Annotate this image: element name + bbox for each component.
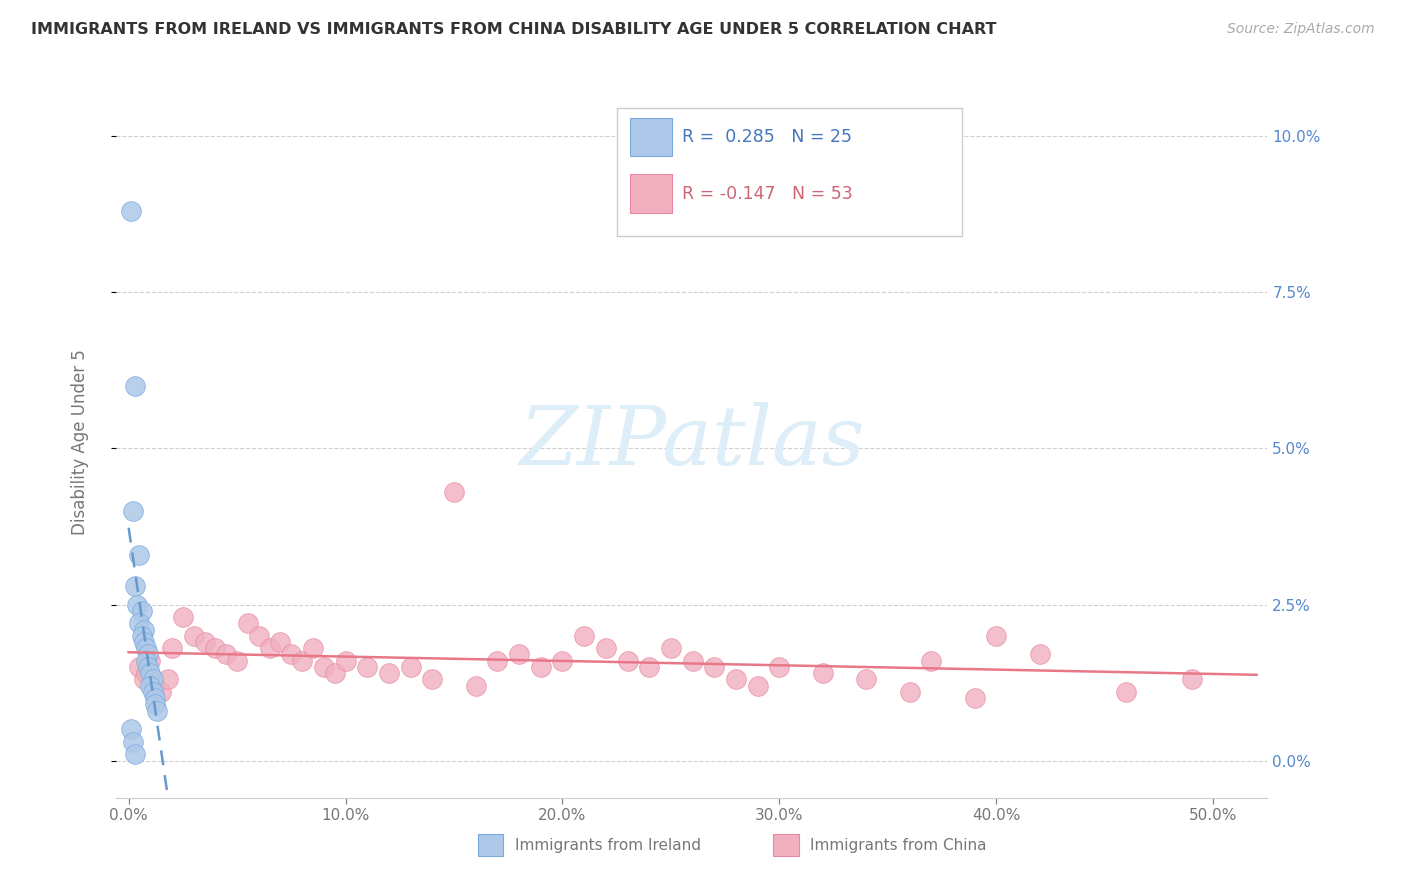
Y-axis label: Disability Age Under 5: Disability Age Under 5: [72, 350, 89, 535]
Point: [399, 660, 422, 674]
Point: [156, 673, 179, 687]
Point: [259, 641, 281, 656]
Point: [572, 629, 595, 643]
Point: [172, 610, 194, 624]
Point: [420, 673, 443, 687]
Point: [143, 698, 166, 712]
Point: [280, 648, 302, 662]
Point: [356, 660, 378, 674]
Point: [141, 673, 163, 687]
Point: [132, 623, 155, 637]
Point: [132, 673, 155, 687]
Point: [855, 673, 877, 687]
Point: [135, 654, 157, 668]
Point: [898, 685, 921, 699]
Point: [638, 660, 661, 674]
Point: [703, 660, 725, 674]
Point: [204, 641, 226, 656]
Point: [120, 723, 142, 737]
Point: [215, 648, 238, 662]
Point: [122, 735, 145, 749]
Point: [530, 660, 553, 674]
Point: [963, 691, 986, 706]
Point: [986, 629, 1008, 643]
Point: [143, 679, 166, 693]
Point: [682, 654, 704, 668]
Point: [486, 654, 509, 668]
Point: [659, 641, 682, 656]
Point: [443, 485, 465, 500]
Point: [139, 654, 162, 668]
Point: [551, 654, 574, 668]
Point: [122, 504, 145, 518]
Point: [160, 641, 183, 656]
Point: [143, 691, 166, 706]
Point: [135, 666, 157, 681]
Point: [124, 747, 146, 762]
Point: [136, 660, 159, 674]
Point: [135, 641, 157, 656]
Point: [595, 641, 617, 656]
Point: [128, 616, 150, 631]
Point: [120, 204, 142, 219]
Text: Source: ZipAtlas.com: Source: ZipAtlas.com: [1227, 22, 1375, 37]
Point: [124, 379, 146, 393]
Point: [920, 654, 942, 668]
Point: [236, 616, 259, 631]
Text: R = -0.147   N = 53: R = -0.147 N = 53: [682, 185, 853, 202]
Point: [247, 629, 270, 643]
Point: [378, 666, 401, 681]
Point: [136, 648, 159, 662]
Point: [127, 598, 149, 612]
Text: Immigrants from China: Immigrants from China: [810, 838, 987, 853]
Point: [132, 635, 155, 649]
Point: [128, 548, 150, 562]
Point: [226, 654, 249, 668]
Point: [124, 579, 146, 593]
Text: ZIPatlas: ZIPatlas: [519, 402, 865, 483]
Point: [139, 666, 162, 681]
Point: [323, 666, 346, 681]
Point: [1028, 648, 1050, 662]
Point: [269, 635, 291, 649]
Point: [193, 635, 215, 649]
Point: [150, 685, 173, 699]
Point: [508, 648, 530, 662]
Point: [724, 673, 747, 687]
Point: [768, 660, 790, 674]
Text: R =  0.285   N = 25: R = 0.285 N = 25: [682, 128, 852, 146]
Text: Immigrants from Ireland: Immigrants from Ireland: [515, 838, 700, 853]
Point: [139, 679, 162, 693]
Point: [616, 654, 638, 668]
Point: [811, 666, 834, 681]
Point: [464, 679, 486, 693]
Point: [183, 629, 205, 643]
Point: [128, 660, 150, 674]
Point: [291, 654, 314, 668]
Point: [302, 641, 325, 656]
Point: [131, 604, 153, 618]
Point: [312, 660, 335, 674]
Point: [131, 629, 153, 643]
Point: [335, 654, 357, 668]
Point: [146, 704, 169, 718]
Point: [141, 685, 163, 699]
Point: [1180, 673, 1202, 687]
Point: [1115, 685, 1137, 699]
Text: IMMIGRANTS FROM IRELAND VS IMMIGRANTS FROM CHINA DISABILITY AGE UNDER 5 CORRELAT: IMMIGRANTS FROM IRELAND VS IMMIGRANTS FR…: [31, 22, 997, 37]
Point: [747, 679, 769, 693]
